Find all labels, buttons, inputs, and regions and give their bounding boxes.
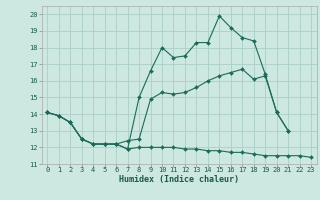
X-axis label: Humidex (Indice chaleur): Humidex (Indice chaleur) [119,175,239,184]
